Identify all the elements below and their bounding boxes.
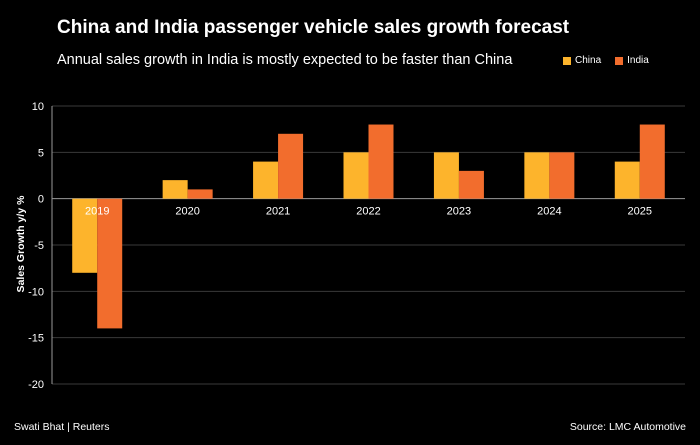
bar-china-2023 bbox=[433, 152, 459, 199]
bar-india-2022 bbox=[368, 124, 394, 199]
bar-china-2025 bbox=[614, 161, 640, 199]
x-tick-label-2019: 2019 bbox=[85, 206, 109, 218]
source-text: Source: LMC Automotive bbox=[569, 421, 686, 433]
y-tick-label: -10 bbox=[28, 286, 44, 298]
bar-india-2021 bbox=[278, 133, 304, 199]
legend-swatch-china bbox=[563, 56, 571, 65]
x-tick-label-2023: 2023 bbox=[447, 206, 471, 218]
y-tick-label: 5 bbox=[38, 147, 44, 159]
bar-china-2019 bbox=[72, 198, 98, 273]
y-tick-label: -20 bbox=[28, 379, 44, 391]
bar-india-2020 bbox=[187, 189, 213, 199]
chart-title: China and India passenger vehicle sales … bbox=[57, 17, 570, 38]
chart-subtitle: Annual sales growth in India is mostly e… bbox=[57, 52, 513, 68]
legend-label-india: India bbox=[627, 55, 649, 66]
legend-swatch-india bbox=[615, 56, 624, 65]
bar-china-2022 bbox=[343, 152, 369, 199]
bar-india-2019 bbox=[97, 198, 123, 329]
x-tick-label-2020: 2020 bbox=[175, 206, 199, 218]
legend-item-china: China bbox=[563, 55, 601, 66]
legend-item-india: India bbox=[615, 55, 649, 66]
y-tick-label: -15 bbox=[28, 333, 44, 345]
bar-china-2021 bbox=[253, 161, 279, 199]
y-tick-label: 10 bbox=[32, 101, 44, 113]
x-tick-label-2024: 2024 bbox=[537, 206, 561, 218]
x-tick-label-2022: 2022 bbox=[356, 206, 380, 218]
bar-china-2020 bbox=[162, 180, 188, 199]
bar-india-2024 bbox=[549, 152, 575, 199]
legend-label-china: China bbox=[575, 55, 602, 66]
bar-india-2025 bbox=[639, 124, 665, 199]
bar-china-2024 bbox=[524, 152, 550, 199]
y-tick-label: -5 bbox=[34, 240, 44, 252]
bar-india-2023 bbox=[458, 170, 484, 199]
x-tick-label-2025: 2025 bbox=[628, 206, 652, 218]
x-tick-label-2021: 2021 bbox=[266, 206, 290, 218]
bars bbox=[72, 124, 665, 329]
y-axis-label: Sales Growth y/y % bbox=[15, 195, 27, 293]
tick-labels: 10 5 0 -5 -10 -15 -20 2019 2020 2021 2022 2023 2024 2… bbox=[28, 101, 652, 391]
credit-text: Swati Bhat | Reuters bbox=[14, 421, 110, 433]
chart-legend: China India bbox=[563, 55, 659, 66]
y-tick-label: 0 bbox=[38, 194, 44, 206]
